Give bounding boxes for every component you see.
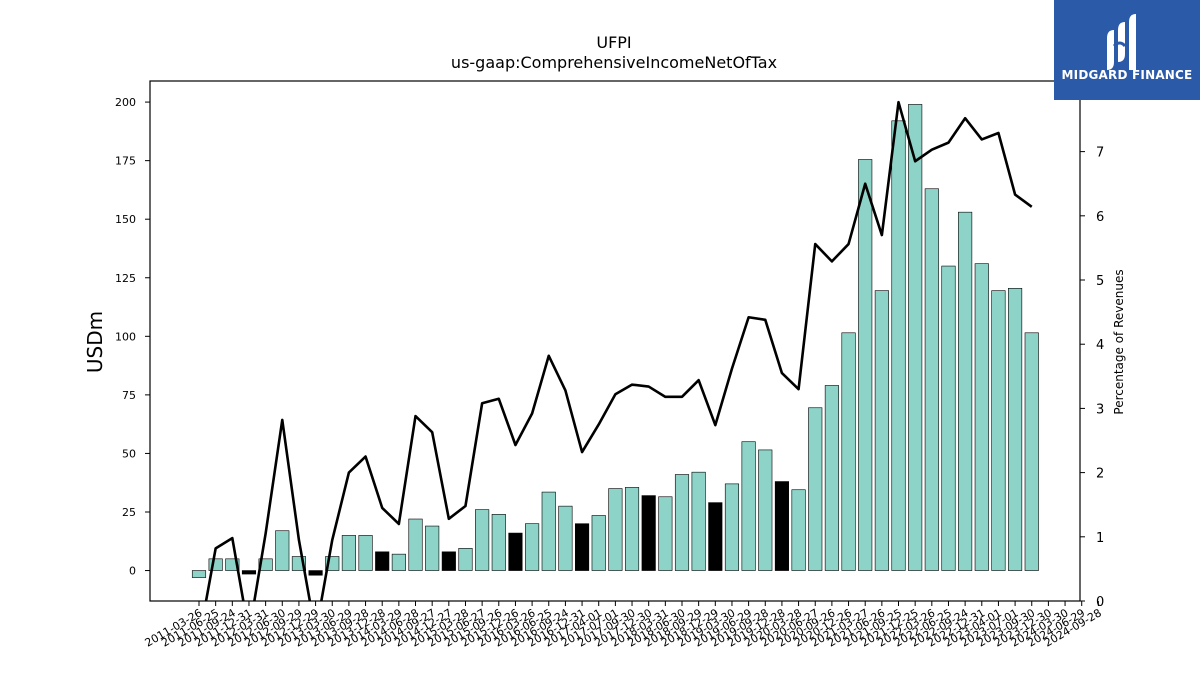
- y2-tick-label: 0: [1096, 595, 1104, 610]
- bars-group: [191, 104, 1039, 578]
- bar-2016-09-24: [558, 505, 573, 571]
- bar-2019-06-29: [741, 441, 756, 571]
- y2-ticks: 0 1 2 3 4 5 6 7: [1080, 146, 1104, 610]
- bar-2012-06-30: [275, 530, 290, 571]
- bar-2021-12-25: [908, 104, 923, 571]
- y2-tick-label: 7: [1096, 146, 1104, 161]
- bar-2017-07-01: [608, 488, 623, 571]
- bar-2018-06-30: [674, 474, 690, 571]
- bar-2017-12-30: [641, 495, 656, 571]
- y-tick-label: 50: [122, 447, 136, 460]
- bar-2014-12-27: [441, 551, 456, 571]
- y2-tick-label: 2: [1096, 467, 1104, 482]
- bar-2022-12-31: [974, 263, 989, 571]
- bar-2014-06-28: [408, 518, 423, 571]
- y-tick-label: 25: [122, 506, 136, 519]
- y-tick-label: 75: [122, 389, 136, 402]
- bar-2020-03-28: [791, 489, 806, 571]
- bar-2022-06-25: [941, 265, 956, 571]
- bar-2017-04-01: [591, 515, 606, 571]
- bar-2019-12-28: [774, 481, 789, 571]
- chart-subtitle: us-gaap:ComprehensiveIncomeNetOfTax: [451, 53, 777, 72]
- bar-2019-09-28: [758, 449, 773, 571]
- x-ticks: 2011-03-262011-06-252011-09-242011-12-31…: [143, 601, 1104, 650]
- bar-2012-03-31: [258, 558, 273, 571]
- bar-2012-12-29: [308, 570, 323, 576]
- bar-2020-09-26: [824, 385, 839, 571]
- bar-2014-03-29: [391, 553, 406, 571]
- y-tick-label: 100: [115, 330, 136, 343]
- bar-2015-03-28: [458, 547, 473, 571]
- line-group: [204, 100, 1033, 601]
- y-axis-label: USDm: [83, 311, 107, 373]
- bar-2011-12-31: [241, 570, 257, 575]
- bar-2021-06-26: [874, 290, 889, 571]
- bar-2017-09-30: [624, 487, 640, 571]
- bar-2013-12-28: [375, 551, 390, 571]
- bar-2023-04-01: [991, 290, 1006, 571]
- y2-axis-label: Percentage of Revenues: [1112, 269, 1126, 414]
- percentage-line: [204, 100, 1033, 601]
- midgard-finance-logo: MIDGARD FINANCE: [1054, 0, 1200, 100]
- bar-2022-09-24: [958, 211, 973, 571]
- y-tick-label: 0: [129, 565, 136, 578]
- bar-2011-03-26: [191, 570, 207, 578]
- plot-frame: [149, 80, 1081, 602]
- y2-tick-label: 4: [1096, 338, 1104, 353]
- y2-tick-label: 3: [1096, 402, 1104, 417]
- chart-title: UFPI: [596, 33, 631, 52]
- y2-tick-label: 6: [1096, 210, 1104, 225]
- bar-2018-12-29: [708, 502, 723, 571]
- y-tick-label: 175: [115, 155, 136, 168]
- y-tick-label: 125: [115, 272, 136, 285]
- bar-2022-03-26: [924, 188, 939, 571]
- bar-2016-03-26: [525, 523, 540, 571]
- bar-2021-03-27: [858, 159, 873, 571]
- bar-2021-09-25: [891, 120, 906, 571]
- bar-2013-06-29: [341, 535, 356, 571]
- bar-2018-09-29: [691, 471, 706, 571]
- bar-2019-03-30: [724, 483, 740, 571]
- bar-2013-09-28: [358, 535, 373, 571]
- bar-2023-07-01: [1008, 287, 1023, 571]
- y-tick-label: 200: [115, 96, 136, 109]
- y-tick-label: 150: [115, 213, 136, 226]
- bar-2015-12-26: [508, 532, 523, 571]
- bar-2016-06-25: [541, 491, 556, 571]
- y2-tick-label: 5: [1096, 274, 1104, 289]
- bar-2011-09-24: [225, 558, 240, 571]
- bar-2016-12-31: [575, 523, 590, 571]
- y2-tick-label: 1: [1096, 531, 1104, 546]
- bar-2014-09-27: [425, 525, 440, 571]
- bar-2020-06-27: [808, 407, 823, 571]
- bar-2018-03-31: [658, 496, 673, 571]
- bar-2011-06-25: [208, 558, 223, 571]
- midgard-logo-icon: [1107, 14, 1136, 70]
- bar-2020-12-26: [841, 332, 856, 571]
- logo-text: MIDGARD FINANCE: [1061, 68, 1193, 82]
- bar-2023-09-30: [1024, 332, 1039, 571]
- bar-2015-06-27: [475, 509, 490, 571]
- y-ticks: 0 25 50 75 100 125 150 175 200: [115, 96, 150, 578]
- bar-2015-09-26: [491, 514, 506, 571]
